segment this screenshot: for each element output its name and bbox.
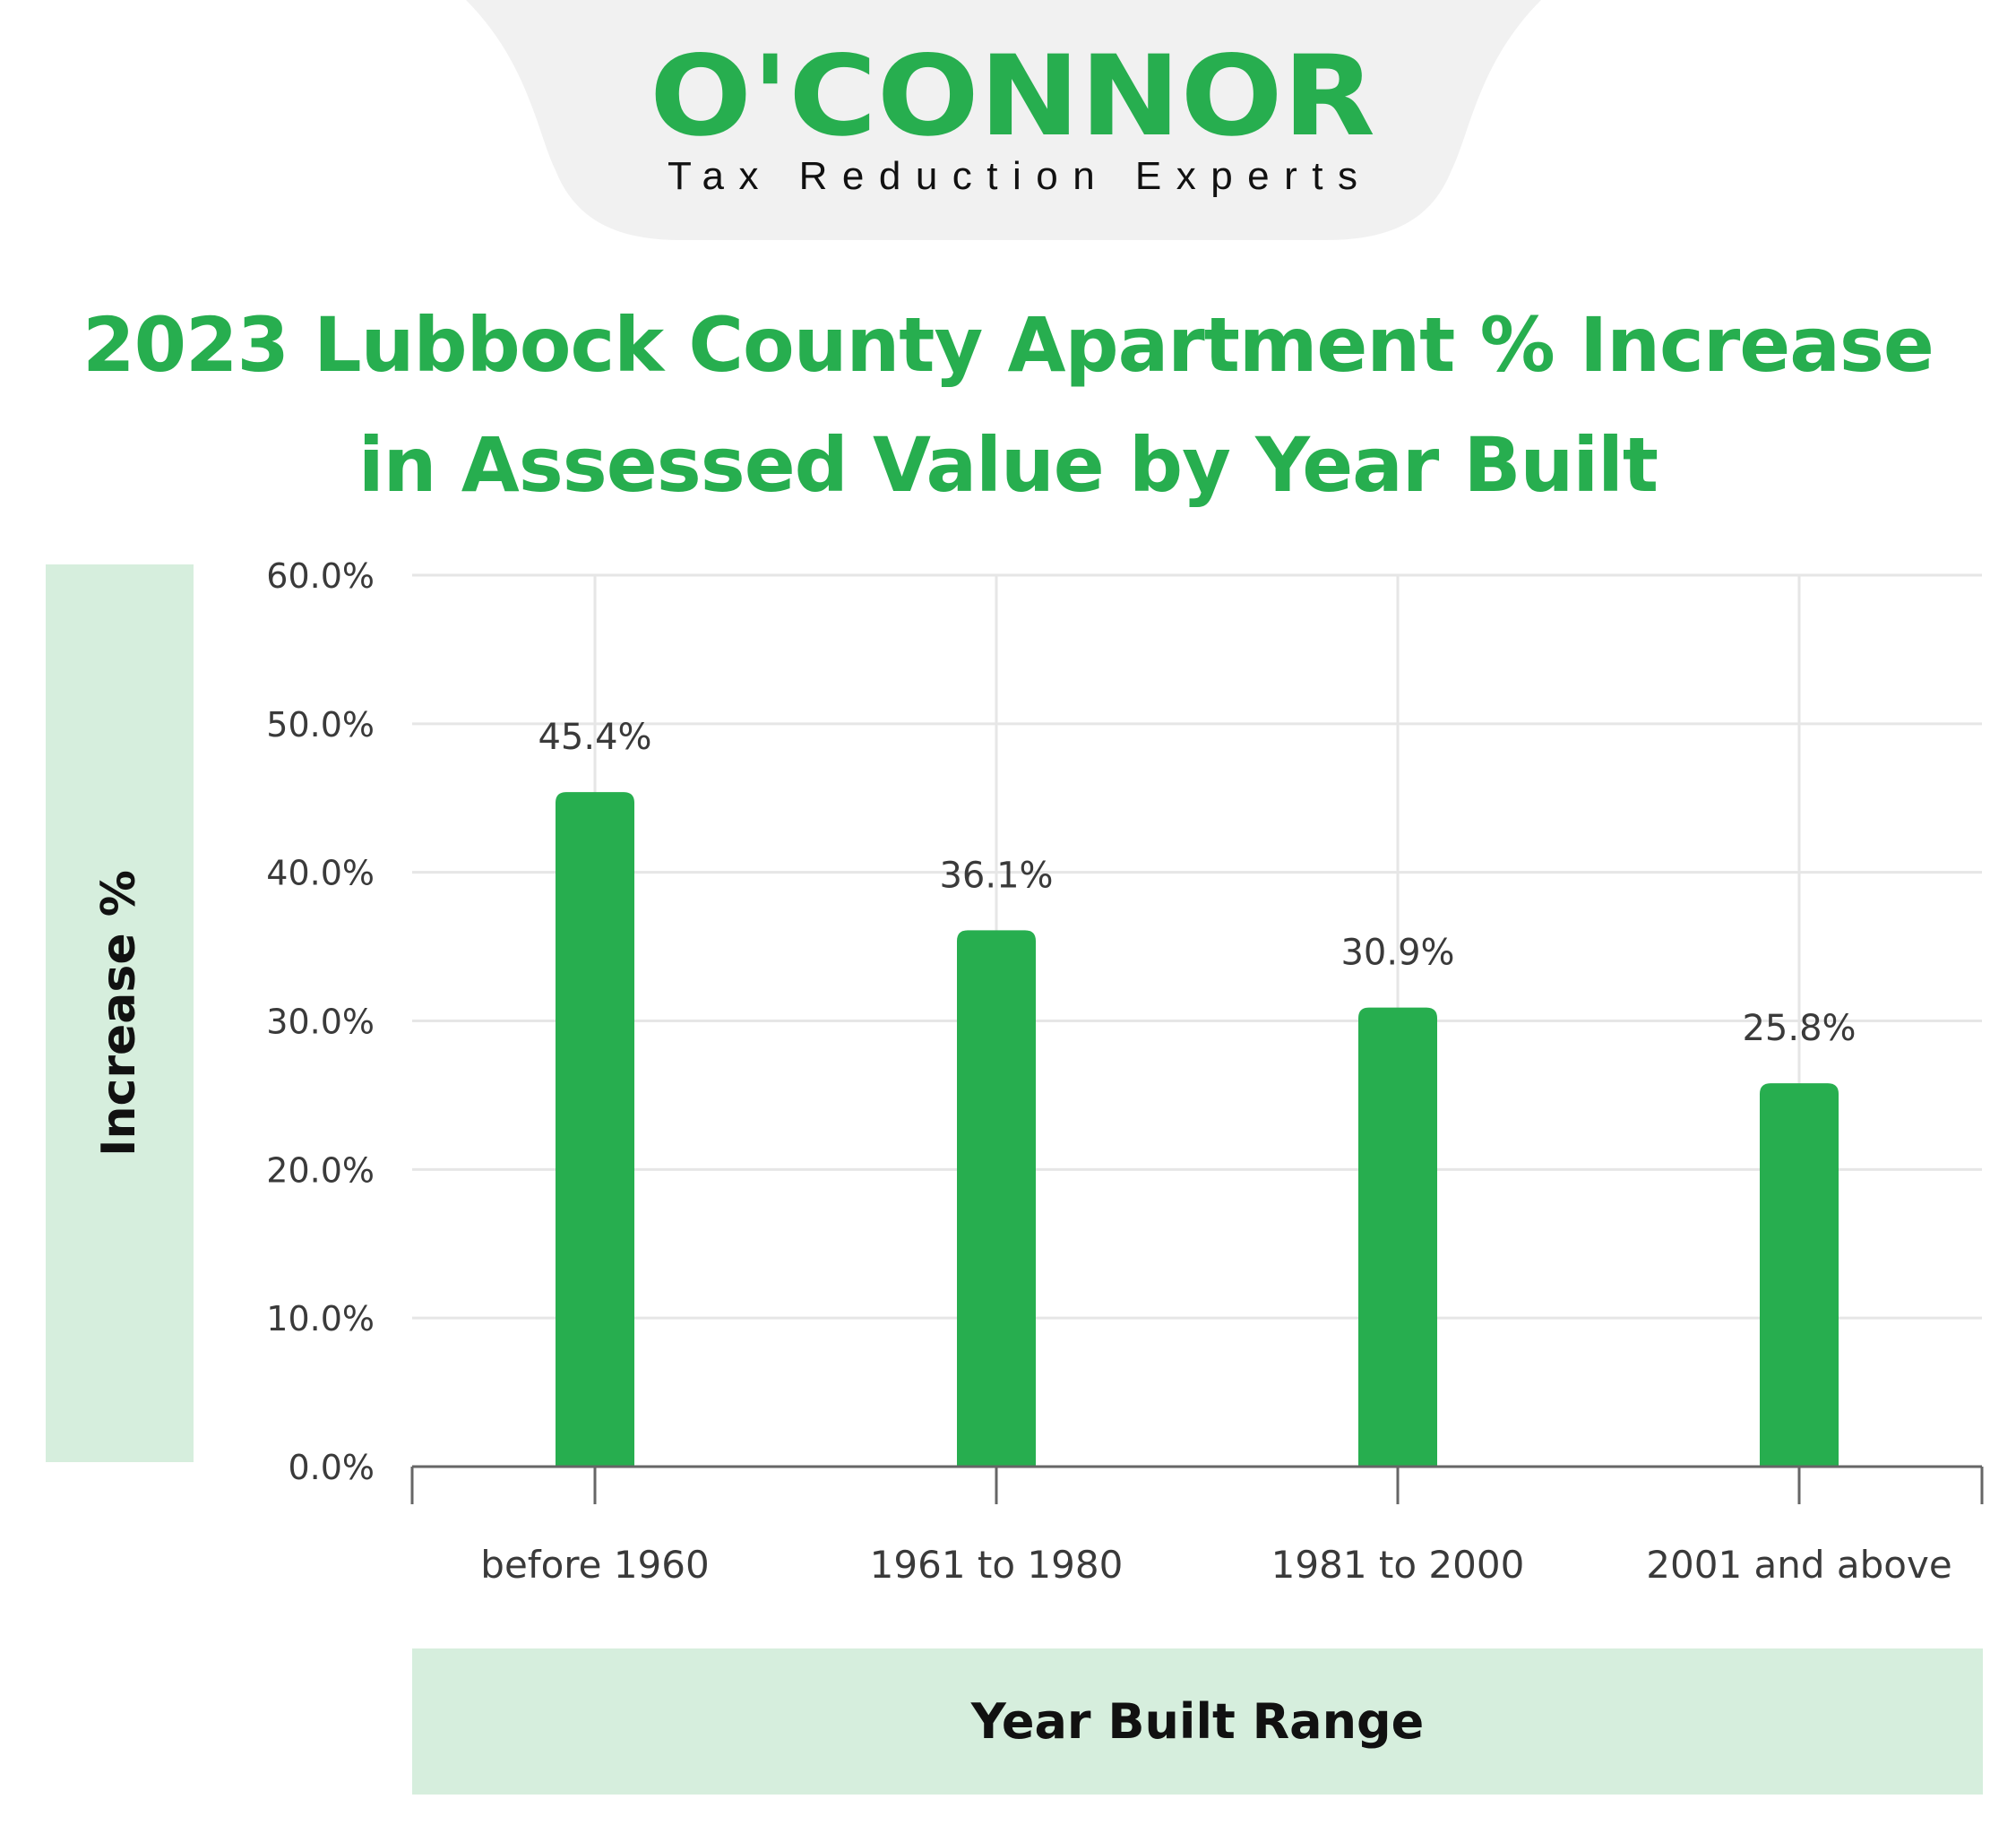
- y-axis-label-panel: [46, 564, 194, 1462]
- chart-title-line-2: in Assessed Value by Year Built: [358, 421, 1658, 509]
- header-tab: [466, 0, 1541, 240]
- x-tick-label: 2001 and above: [1646, 1543, 1951, 1587]
- data-label: 45.4%: [538, 717, 651, 758]
- x-tick-label: 1981 to 2000: [1271, 1543, 1525, 1587]
- y-tick-label: 30.0%: [266, 1003, 375, 1042]
- data-label: 30.9%: [1340, 933, 1454, 974]
- bar: [556, 792, 634, 1467]
- logo-wordmark: O'CONNOR: [650, 32, 1375, 161]
- logo: O'CONNOR Tax Reduction Experts: [650, 32, 1375, 198]
- x-axis-label: Year Built Range: [970, 1693, 1425, 1750]
- chart-title: 2023 Lubbock County Apartment % Increase…: [0, 285, 2016, 525]
- y-tick-label: 60.0%: [266, 556, 375, 596]
- y-tick-label: 10.0%: [266, 1299, 375, 1338]
- bar: [957, 930, 1036, 1467]
- bar: [1760, 1083, 1839, 1467]
- y-tick-label: 20.0%: [266, 1150, 375, 1190]
- x-tick-label: before 1960: [480, 1543, 709, 1587]
- chart-title-line-1: 2023 Lubbock County Apartment % Increase: [82, 301, 1934, 389]
- y-tick-label: 0.0%: [288, 1448, 375, 1487]
- x-tick-label: 1961 to 1980: [870, 1543, 1124, 1587]
- y-tick-label: 40.0%: [266, 854, 375, 893]
- bar: [1358, 1007, 1437, 1467]
- y-tick-label: 50.0%: [266, 705, 375, 745]
- data-label: 36.1%: [939, 855, 1053, 896]
- data-label: 25.8%: [1742, 1008, 1856, 1049]
- x-axis-label-panel: Year Built Range: [412, 1648, 1983, 1795]
